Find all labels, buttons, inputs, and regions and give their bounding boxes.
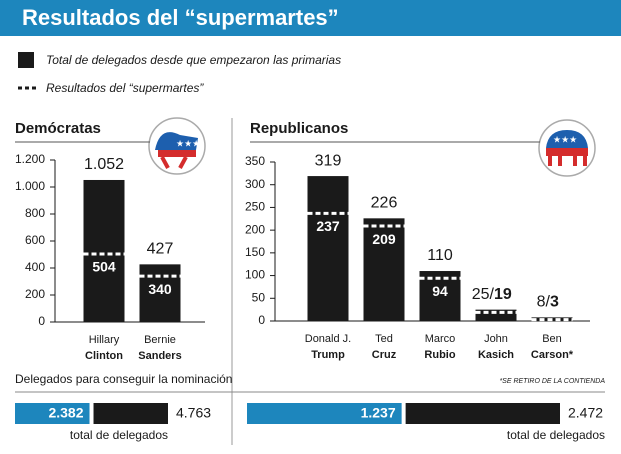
supermartes-label: 19 (494, 286, 512, 303)
y-tick-label: 150 (245, 245, 265, 259)
supermartes-label: 94 (432, 283, 448, 299)
y-tick-label: 200 (25, 287, 45, 301)
supermartes-label: 3 (550, 294, 559, 311)
y-tick-label: 100 (245, 268, 265, 282)
x-tick-label: John (484, 333, 508, 345)
svg-text:★★★: ★★★ (176, 138, 200, 148)
legend-swatch (18, 52, 34, 68)
legend-label: Resultados del “supermartes” (46, 81, 204, 95)
total-bar (93, 403, 168, 424)
total-caption: total de delegados (507, 428, 605, 442)
legend-label: Total de delegados desde que empezaron l… (46, 53, 341, 67)
footnote: *SE RETIRO DE LA CONTIENDA (499, 378, 605, 385)
needed-label: 1.237 (361, 405, 396, 421)
nomination-label: Delegados para conseguir la nominación (15, 372, 232, 386)
needed-label: 2.382 (48, 405, 83, 421)
y-tick-label: 400 (25, 260, 45, 274)
value-label: 427 (147, 241, 174, 258)
y-tick-label: 1.200 (15, 152, 45, 166)
value-label: 8/ (537, 294, 551, 311)
y-tick-label: 600 (25, 233, 45, 247)
total-bar (405, 403, 560, 424)
y-tick-label: 250 (245, 200, 265, 214)
supermartes-label: 340 (148, 281, 172, 297)
x-tick-label: Rubio (424, 349, 455, 361)
bar (83, 179, 125, 322)
supermartes-label: 504 (92, 259, 116, 275)
x-tick-label: Cruz (372, 349, 397, 361)
y-tick-label: 200 (245, 222, 265, 236)
bar (363, 218, 405, 321)
x-tick-label: Hillary (89, 334, 120, 346)
x-tick-label: Trump (311, 349, 345, 361)
header-title: Resultados del “supermartes” (22, 5, 339, 30)
x-tick-label: Bernie (144, 334, 176, 346)
y-tick-label: 800 (25, 206, 45, 220)
y-tick-label: 0 (258, 313, 265, 327)
supermartes-label: 237 (316, 218, 340, 234)
x-tick-label: Ben (542, 333, 562, 345)
bar (475, 309, 517, 321)
svg-text:★★★: ★★★ (553, 134, 577, 144)
bar (307, 176, 349, 321)
democrat-icon: ★★★ (148, 117, 206, 175)
total-label: 4.763 (176, 405, 211, 421)
y-tick-label: 50 (252, 290, 266, 304)
value-label: 319 (315, 152, 342, 169)
supermartes-label: 209 (372, 231, 396, 247)
bar (139, 264, 181, 322)
x-tick-label: Ted (375, 333, 393, 345)
section-title: Republicanos (250, 120, 348, 137)
y-tick-label: 350 (245, 154, 265, 168)
x-tick-label: Carson* (531, 349, 574, 361)
y-tick-label: 300 (245, 177, 265, 191)
total-caption: total de delegados (70, 428, 168, 442)
header-band (0, 0, 621, 36)
x-tick-label: Sanders (138, 350, 181, 362)
republican-icon: ★★★ (538, 119, 596, 177)
value-label: 110 (427, 247, 453, 264)
section-title: Demócratas (15, 120, 101, 137)
value-label: 226 (371, 195, 398, 212)
x-tick-label: Marco (425, 333, 456, 345)
x-tick-label: Kasich (478, 349, 514, 361)
value-label: 25/ (472, 286, 495, 303)
value-label: 1.052 (84, 156, 124, 173)
x-tick-label: Donald J. (305, 333, 351, 345)
total-label: 2.472 (568, 405, 603, 421)
x-tick-label: Clinton (85, 350, 123, 362)
needed-bar (247, 403, 402, 424)
y-tick-label: 0 (38, 314, 45, 328)
needed-bar (15, 403, 90, 424)
y-tick-label: 1.000 (15, 179, 45, 193)
